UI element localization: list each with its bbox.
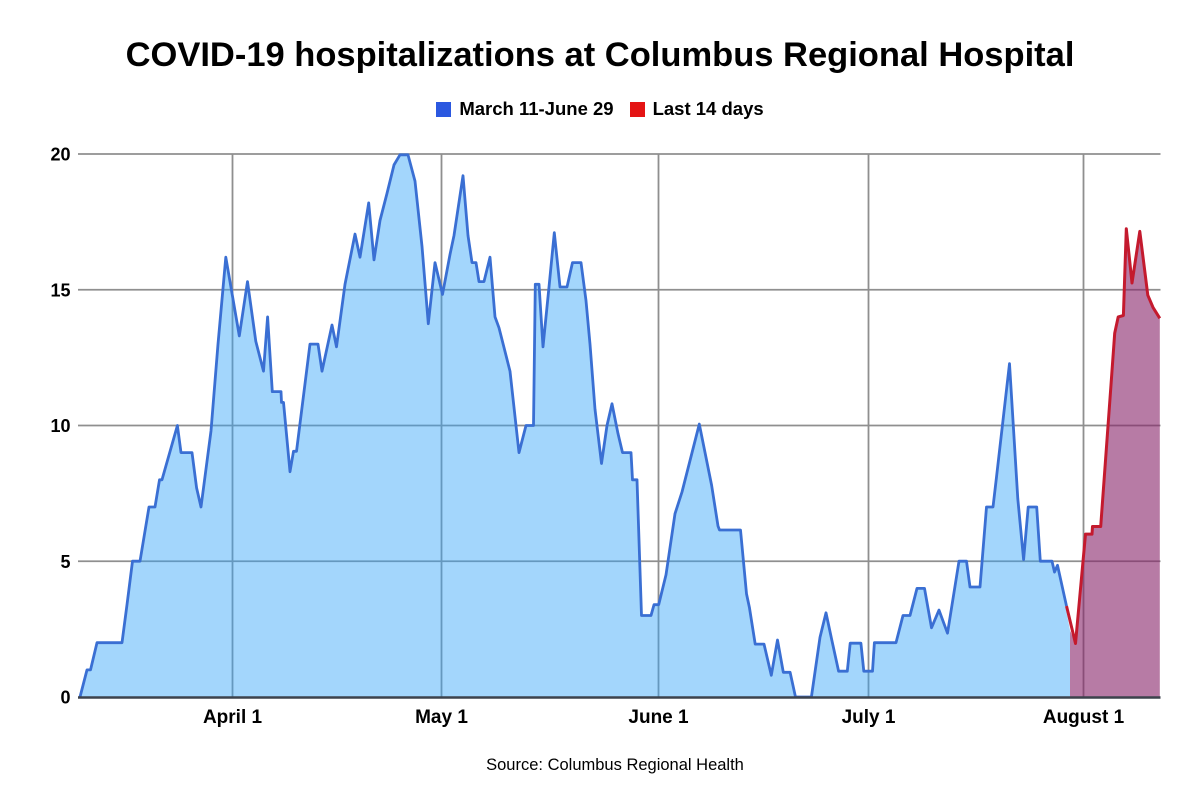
- svg-text:0: 0: [60, 688, 70, 708]
- svg-text:May 1: May 1: [415, 707, 468, 728]
- svg-text:15: 15: [50, 280, 70, 300]
- svg-text:5: 5: [60, 552, 70, 572]
- svg-text:10: 10: [50, 416, 70, 436]
- svg-text:April 1: April 1: [203, 707, 263, 728]
- svg-text:August 1: August 1: [1043, 707, 1125, 728]
- svg-text:July 1: July 1: [842, 707, 896, 728]
- svg-text:June 1: June 1: [628, 707, 689, 728]
- svg-text:20: 20: [50, 145, 70, 165]
